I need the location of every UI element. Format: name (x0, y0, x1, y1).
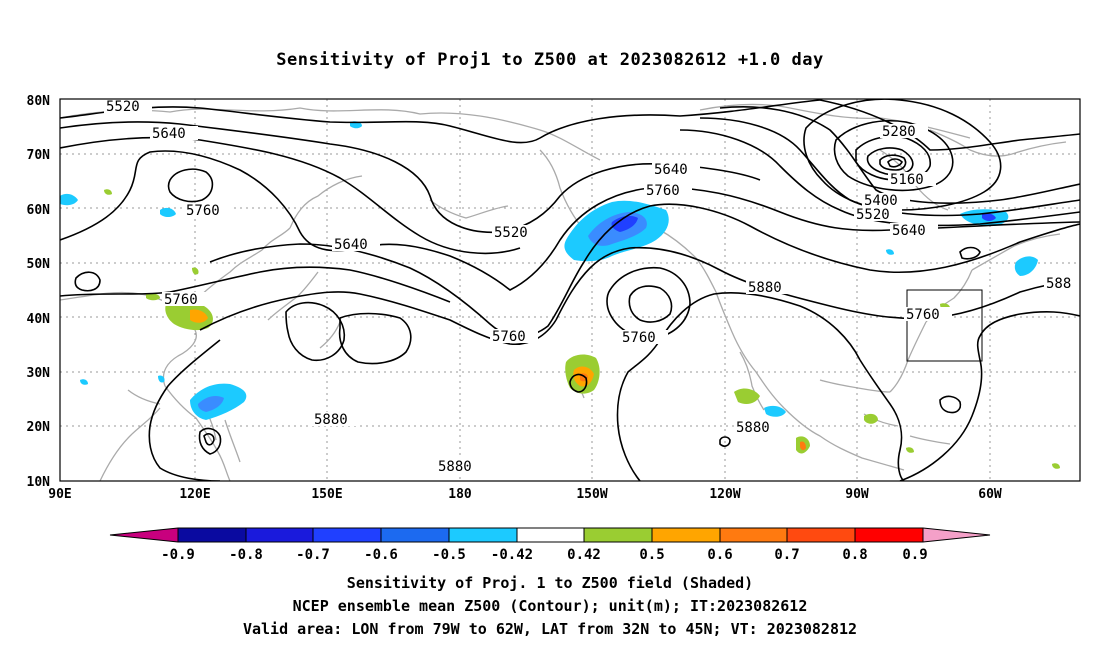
colorbar-segment (178, 528, 246, 542)
contour-label: 5760 (164, 292, 198, 308)
lat-label: 60N (27, 203, 51, 218)
contour-label: 5880 (314, 412, 348, 428)
colorbar-segment (787, 528, 855, 542)
lon-label: 120W (709, 487, 740, 502)
colorbar-tick: 0.8 (842, 547, 867, 563)
contour-label: 5640 (334, 237, 368, 253)
lon-label: 90W (845, 487, 869, 502)
colorbar-segment (923, 528, 990, 542)
colorbar: -0.9 -0.8 -0.7 -0.6 -0.5 -0.42 0.42 0.5 … (109, 527, 991, 563)
colorbar-segment (110, 528, 178, 542)
contour-label: 5760 (646, 183, 680, 199)
lat-label: 20N (27, 420, 51, 435)
colorbar-segment (517, 528, 584, 542)
colorbar-tick: 0.5 (639, 547, 664, 563)
colorbar-tick: 0.42 (567, 547, 601, 563)
colorbar-tick: 0.6 (707, 547, 732, 563)
colorbar-tick: -0.42 (491, 547, 533, 563)
lon-label: 60W (978, 487, 1002, 502)
contour-labels: 5520 5640 5760 5640 5760 5520 5640 5760 … (104, 99, 1080, 475)
contour-label: 5760 (906, 307, 940, 323)
contour-label: 5640 (654, 162, 688, 178)
contour-label: 5160 (890, 172, 924, 188)
lon-label: 90E (48, 487, 71, 502)
colorbar-segment (313, 528, 381, 542)
lat-label: 10N (27, 475, 51, 490)
contour-label: 5760 (186, 203, 220, 219)
contour-label: 5640 (892, 223, 926, 239)
valid-area-box (906, 289, 983, 362)
contour-label: 5520 (856, 207, 890, 223)
lat-label: 70N (27, 148, 51, 163)
colorbar-tick: 0.9 (902, 547, 927, 563)
contour-label: 5880 (438, 459, 472, 475)
colorbar-segment (652, 528, 720, 542)
colorbar-segment (720, 528, 787, 542)
contour-label: 5640 (152, 126, 186, 142)
contour-label: 5760 (622, 330, 656, 346)
map-title: Sensitivity of Proj1 to Z500 at 20230826… (276, 50, 824, 70)
contour-label: 5520 (106, 99, 140, 115)
z500-contours (60, 99, 1080, 481)
map-frame (59, 98, 1081, 482)
lat-label: 40N (27, 312, 51, 327)
lon-label: 120E (179, 487, 210, 502)
contour-label: 5760 (492, 329, 526, 345)
caption-contour: NCEP ensemble mean Z500 (Contour); unit(… (292, 597, 808, 615)
colorbar-segment (449, 528, 517, 542)
colorbar-tick: -0.7 (296, 547, 330, 563)
lat-label: 50N (27, 257, 51, 272)
lon-label: 150W (576, 487, 607, 502)
lon-label: 150E (311, 487, 342, 502)
contour-label: 588 (1046, 276, 1071, 292)
colorbar-tick: -0.6 (364, 547, 398, 563)
colorbar-segment (246, 528, 313, 542)
sensitivity-shading (60, 121, 1060, 469)
contour-label: 5520 (494, 225, 528, 241)
colorbar-tick: -0.9 (161, 547, 195, 563)
colorbar-tick: -0.5 (432, 547, 466, 563)
contour-label: 5400 (864, 193, 898, 209)
colorbar-segment (584, 528, 652, 542)
colorbar-ticks: -0.9 -0.8 -0.7 -0.6 -0.5 -0.42 0.42 0.5 … (161, 547, 928, 563)
contour-label: 5880 (748, 280, 782, 296)
colorbar-segment (855, 528, 923, 542)
caption-valid-area: Valid area: LON from 79W to 62W, LAT fro… (242, 620, 858, 638)
lat-label: 80N (27, 94, 51, 109)
caption-shading: Sensitivity of Proj. 1 to Z500 field (Sh… (346, 574, 754, 592)
contour-label: 5280 (882, 124, 916, 140)
lon-label: 180 (448, 487, 472, 502)
contour-label: 5880 (736, 420, 770, 436)
colorbar-tick: 0.7 (774, 547, 799, 563)
colorbar-segment (381, 528, 449, 542)
lon-labels: 90E 120E 150E 180 150W 120W 90W 60W (48, 487, 1002, 502)
lat-labels: 80N 70N 60N 50N 40N 30N 20N 10N (27, 94, 51, 490)
colorbar-tick: -0.8 (229, 547, 263, 563)
lat-label: 30N (27, 366, 51, 381)
